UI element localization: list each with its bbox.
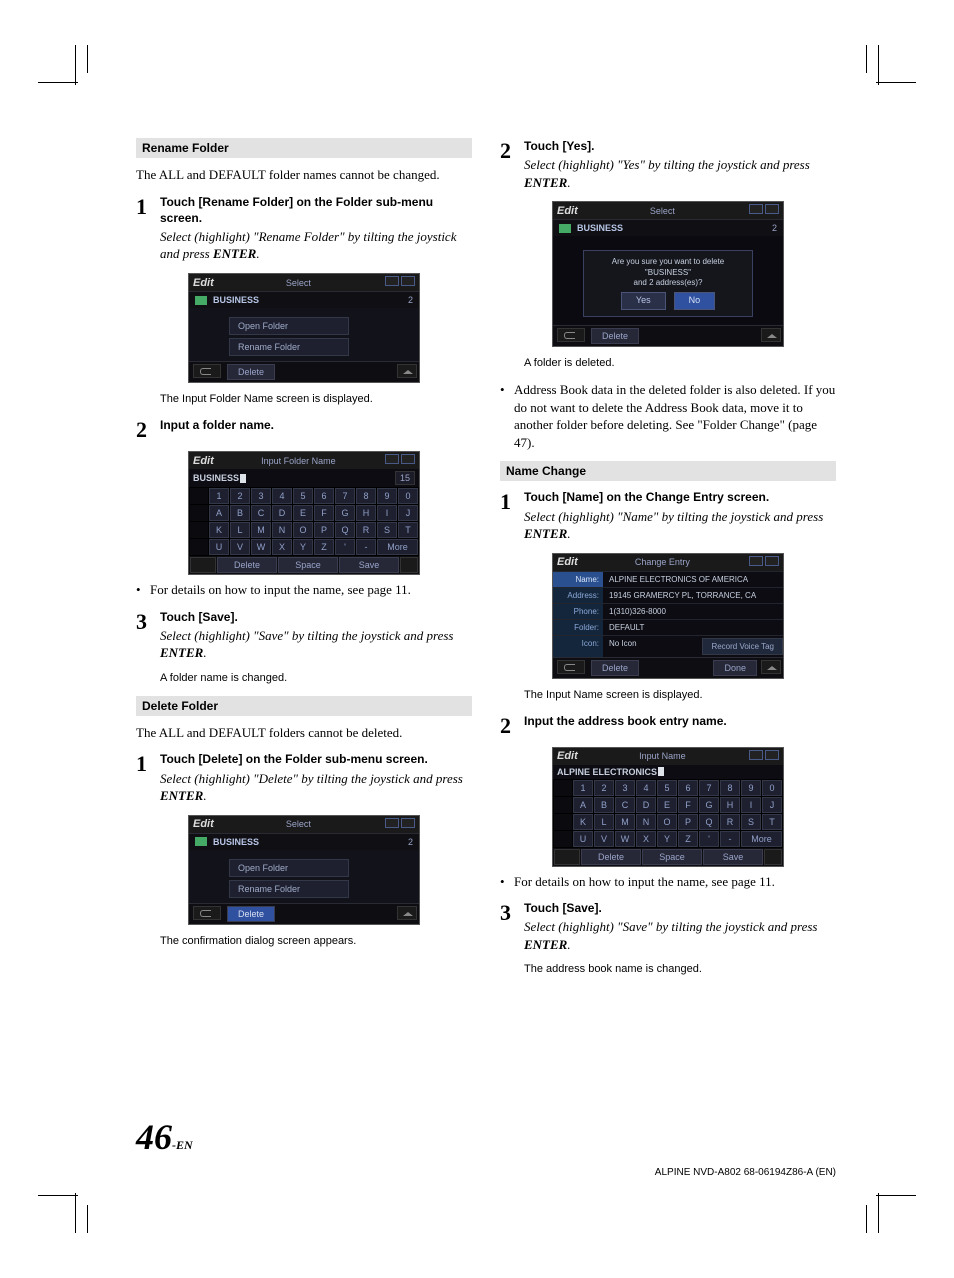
delete-caption-1: The confirmation dialog screen appears. <box>160 935 472 947</box>
name-step-3: 3 Touch [Save]. Select (highlight) "Save… <box>500 900 836 953</box>
rename-step-3: 3 Touch [Save]. Select (highlight) "Save… <box>136 609 472 662</box>
screenshot-confirm-delete: EditSelect BUSINESS2 Are you sure you wa… <box>552 201 784 347</box>
left-column: Rename Folder The ALL and DEFAULT folder… <box>136 138 472 987</box>
name-bullet: •For details on how to input the name, s… <box>500 873 836 891</box>
back-icon <box>193 364 221 378</box>
screenshot-input-name: EditInput NameALPINE ELECTRONICS12345678… <box>552 747 784 867</box>
name-caption-1: The Input Name screen is displayed. <box>524 689 836 701</box>
rename-caption-1: The Input Folder Name screen is displaye… <box>160 393 472 405</box>
screenshot-change-entry: EditChange EntryName:ALPINE ELECTRONICS … <box>552 553 784 679</box>
folder-icon <box>195 296 207 305</box>
delete-step-1: 1 Touch [Delete] on the Folder sub-menu … <box>136 751 472 804</box>
page-content: Rename Folder The ALL and DEFAULT folder… <box>136 138 836 987</box>
screenshot-input-folder-name: EditInput Folder NameBUSINESS15123456789… <box>188 451 420 575</box>
screenshot-rename-menu: EditSelect BUSINESS2 Open Folder Rename … <box>188 273 420 383</box>
confirm-step-2: 2 Touch [Yes]. Select (highlight) "Yes" … <box>500 138 836 191</box>
rename-caption-3: A folder name is changed. <box>160 672 472 684</box>
up-arrow-icon <box>761 328 781 342</box>
up-arrow-icon <box>397 906 417 920</box>
section-rename-folder: Rename Folder <box>136 138 472 158</box>
confirm-bullet: •Address Book data in the deleted folder… <box>500 381 836 451</box>
page-footer: ALPINE NVD-A802 68-06194Z86-A (EN) <box>655 1167 836 1178</box>
up-arrow-icon <box>397 364 417 378</box>
back-icon <box>557 328 585 342</box>
page-number: 46-EN <box>136 1116 193 1158</box>
name-step-2: 2 Input the address book entry name. <box>500 713 836 737</box>
section-name-change: Name Change <box>500 461 836 481</box>
rename-intro: The ALL and DEFAULT folder names cannot … <box>136 166 472 184</box>
rename-bullet: •For details on how to input the name, s… <box>136 581 472 599</box>
rename-step-1: 1 Touch [Rename Folder] on the Folder su… <box>136 194 472 263</box>
right-column: 2 Touch [Yes]. Select (highlight) "Yes" … <box>500 138 836 987</box>
back-icon <box>193 906 221 920</box>
section-delete-folder: Delete Folder <box>136 696 472 716</box>
name-step-1: 1 Touch [Name] on the Change Entry scree… <box>500 489 836 542</box>
screenshot-delete-menu: EditSelect BUSINESS2 Open Folder Rename … <box>188 815 420 925</box>
delete-intro: The ALL and DEFAULT folders cannot be de… <box>136 724 472 742</box>
folder-icon <box>559 224 571 233</box>
confirm-caption: A folder is deleted. <box>524 357 836 369</box>
name-caption-3: The address book name is changed. <box>524 963 836 975</box>
folder-icon <box>195 837 207 846</box>
rename-step-2: 2 Input a folder name. <box>136 417 472 441</box>
